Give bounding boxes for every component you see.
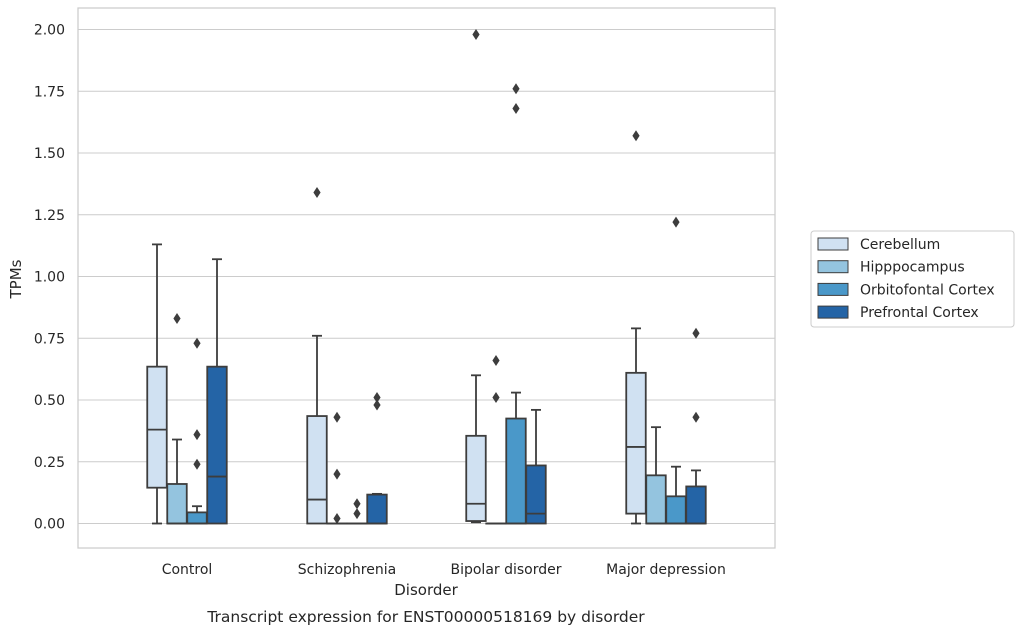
box-0-2 <box>465 28 487 524</box>
x-axis-title: Disorder <box>394 581 458 599</box>
legend-swatch <box>817 305 849 319</box>
box-2-1 <box>346 498 368 525</box>
outlier-point <box>333 411 341 423</box>
box-2-3 <box>665 216 687 525</box>
y-tick-label: 1.00 <box>34 270 65 286</box>
box-0-1 <box>306 187 328 525</box>
box-body <box>505 417 527 525</box>
x-tick-label: Major depression <box>606 562 726 578</box>
outlier-point <box>193 337 201 349</box>
box-body <box>366 493 388 525</box>
outlier-point <box>333 513 341 525</box>
x-tick-label: Schizophrenia <box>298 562 396 578</box>
y-tick-label: 0.25 <box>34 455 65 471</box>
y-tick-label: 2.00 <box>34 23 65 39</box>
outlier-point <box>193 429 201 441</box>
y-tick-label: 0.00 <box>34 517 65 533</box>
legend-label: Orbitofontal Cortex <box>860 282 995 298</box>
legend-label: Cerebellum <box>860 237 940 253</box>
legend: Cerebellum Hipppocampus Orbitofontal Corte… <box>810 230 1015 328</box>
outlier-point <box>492 354 500 366</box>
outlier-point <box>313 187 321 199</box>
legend-swatch <box>817 260 849 274</box>
box-0-0 <box>146 243 168 525</box>
legend-swatch <box>817 237 849 251</box>
legend-frame <box>810 230 1015 328</box>
box-body <box>146 365 168 489</box>
y-tick-label: 0.50 <box>34 393 65 409</box>
outlier-point <box>472 28 480 40</box>
box-body <box>645 474 667 525</box>
box-body <box>186 511 208 525</box>
outlier-point <box>173 312 181 324</box>
box-marks <box>146 28 707 525</box>
gridlines <box>78 28 775 525</box>
box-body <box>465 434 487 522</box>
y-axis-title: TPMs <box>7 259 25 299</box>
x-tick-label: Control <box>162 562 213 578</box>
outlier-point <box>512 83 520 95</box>
box-1-0 <box>166 312 188 525</box>
outlier-point <box>353 498 361 510</box>
box-body <box>665 495 687 525</box>
box-1-3 <box>645 426 667 525</box>
outlier-point <box>373 399 381 411</box>
outlier-point <box>692 411 700 423</box>
outlier-point <box>492 392 500 404</box>
box-1-2 <box>485 354 507 525</box>
box-body <box>206 365 228 525</box>
box-body <box>625 371 647 515</box>
outlier-point <box>353 508 361 520</box>
x-axis-ticks: Control Schizophrenia Bipolar disorder Majo… <box>162 562 726 578</box>
box-3-0 <box>206 258 228 525</box>
y-tick-label: 1.25 <box>34 208 65 224</box>
box-body <box>685 485 707 525</box>
box-2-2 <box>505 83 527 525</box>
box-body <box>525 464 547 525</box>
y-tick-label: 1.50 <box>34 146 65 162</box>
outlier-point <box>632 130 640 142</box>
outlier-point <box>672 216 680 228</box>
box-body <box>166 483 188 525</box>
y-tick-label: 0.75 <box>34 331 65 347</box>
box-3-1 <box>366 392 388 525</box>
box-3-3 <box>685 327 707 525</box>
y-axis-ticks: 0.00 0.25 0.50 0.75 1.00 1.25 1.50 1.75 2.00 <box>34 23 65 533</box>
outlier-point <box>373 392 381 404</box>
box-2-0 <box>186 337 208 525</box>
chart-caption: Transcript expression for ENST0000051816… <box>206 608 645 626</box>
box-body <box>306 415 328 525</box>
legend-label: Prefrontal Cortex <box>860 305 979 321</box>
legend-label: Hipppocampus <box>860 260 965 276</box>
box-0-3 <box>625 130 647 525</box>
plot-frame <box>77 7 776 549</box>
outlier-point <box>333 468 341 480</box>
x-tick-label: Bipolar disorder <box>450 562 561 578</box>
box-3-2 <box>525 408 547 525</box>
outlier-point <box>193 458 201 470</box>
outlier-point <box>692 327 700 339</box>
y-tick-label: 1.75 <box>34 84 65 100</box>
outlier-point <box>512 103 520 115</box>
legend-swatch <box>817 282 849 296</box>
box-1-1 <box>326 411 348 525</box>
